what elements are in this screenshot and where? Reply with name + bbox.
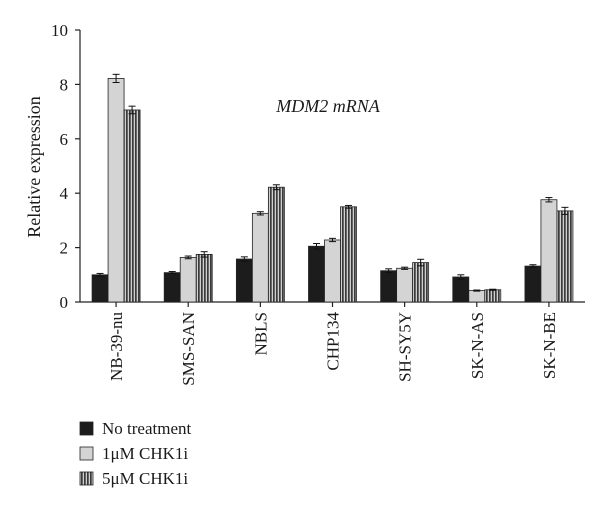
legend-swatch	[79, 471, 94, 486]
bar	[179, 256, 197, 303]
bar	[251, 212, 269, 303]
bar	[468, 290, 486, 303]
legend-label: 1μM CHK1i	[102, 444, 188, 463]
legend-label: No treatment	[102, 419, 191, 438]
bar	[123, 109, 141, 303]
bar	[452, 276, 470, 303]
x-tick-label: NB-39-nu	[107, 312, 126, 381]
y-tick-label: 6	[60, 130, 69, 149]
y-tick-label: 0	[60, 293, 69, 312]
bar	[324, 239, 341, 303]
bar	[308, 245, 325, 303]
bar	[340, 206, 357, 303]
bar	[163, 272, 181, 303]
legend-label: 5μM CHK1i	[102, 469, 188, 488]
x-tick-label: SK-N-AS	[468, 312, 487, 379]
bars	[91, 73, 574, 303]
bar	[540, 199, 558, 303]
y-tick-label: 10	[51, 21, 68, 40]
bar	[556, 210, 574, 303]
legend: No treatment 1μM CHK1i 5μM CHK1i	[79, 419, 191, 488]
bar	[484, 289, 502, 303]
chart-annotation: MDM2 mRNA	[275, 96, 380, 116]
bar	[267, 186, 285, 303]
bar	[380, 270, 398, 303]
y-axis-title: Relative expression	[24, 96, 44, 237]
legend-swatch	[79, 446, 94, 461]
x-tick-label: SK-N-BE	[540, 312, 559, 379]
x-tick-label: SH-SY5Y	[396, 312, 415, 382]
y-tick-label: 8	[60, 75, 69, 94]
x-tick-label: SMS-SAN	[179, 312, 198, 386]
legend-swatch	[79, 421, 94, 436]
y-tick-label: 2	[60, 239, 69, 258]
axes: 0 2 4 6 8 10 NB-39-nu SMS-SAN NBLS CHP134 SH-SY5Y S…	[51, 21, 585, 386]
bar	[235, 258, 253, 303]
bar	[524, 265, 542, 303]
y-tick-label: 4	[60, 184, 69, 203]
bar	[91, 274, 109, 303]
bar	[396, 267, 414, 303]
x-tick-label: NBLS	[251, 312, 270, 355]
bar	[195, 253, 213, 303]
bar	[107, 78, 125, 303]
x-tick-label: CHP134	[324, 312, 343, 371]
bar	[412, 262, 430, 303]
